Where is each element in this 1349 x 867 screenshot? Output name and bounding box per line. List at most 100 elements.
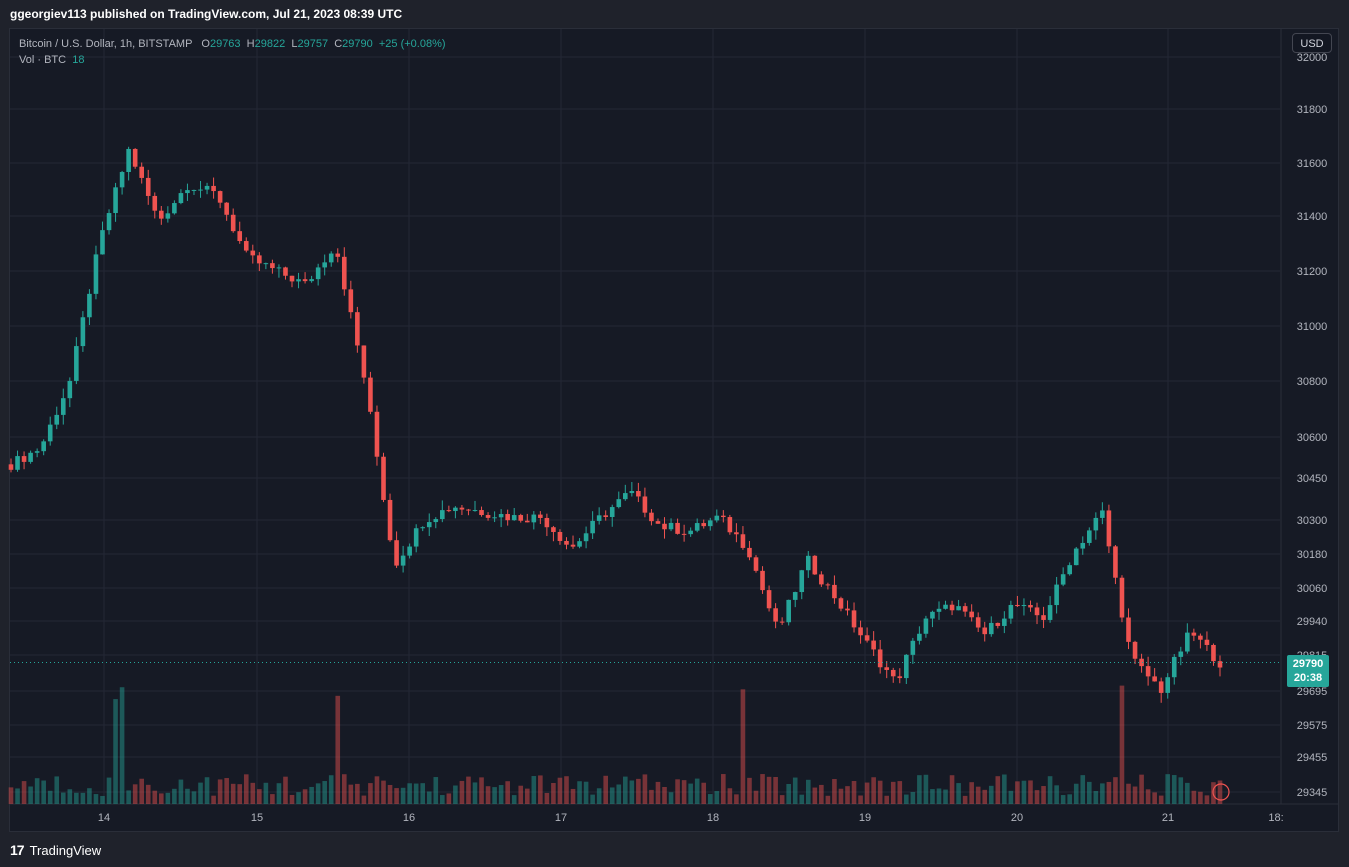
x-tick-label: 19 — [859, 812, 871, 824]
candle-body — [1217, 661, 1223, 668]
candle-body — [747, 547, 752, 558]
chart-frame[interactable] — [9, 28, 1339, 832]
volume-bar — [1113, 777, 1118, 804]
volume-bar — [714, 791, 720, 804]
x-tick-label: 20 — [1011, 812, 1023, 824]
volume-bar — [538, 775, 543, 804]
candle-body — [472, 510, 478, 512]
candle-body — [139, 166, 145, 178]
volume-bar — [694, 778, 700, 804]
candle-body — [87, 293, 92, 318]
candle-body — [263, 263, 269, 265]
candle-body — [440, 510, 445, 520]
volume-bar — [1126, 783, 1131, 804]
candle-body — [727, 517, 733, 533]
volume-bar — [1158, 795, 1164, 804]
volume-bar — [531, 776, 537, 804]
candle-body — [335, 253, 341, 257]
volume-bar — [139, 778, 145, 804]
volume-bar — [191, 791, 197, 804]
volume-bar — [557, 777, 563, 804]
candle-body — [165, 213, 171, 219]
tradingview-brand[interactable]: 17 TradingView — [10, 842, 101, 858]
brand-name: TradingView — [29, 842, 102, 858]
volume-bar — [276, 783, 282, 804]
volume-bar — [8, 787, 14, 804]
candle-body — [1178, 651, 1184, 657]
volume-bar — [747, 777, 752, 804]
candle-body — [877, 649, 883, 668]
volume-bar — [1093, 790, 1099, 804]
top-bar: ggeorgiev113 published on TradingView.co… — [0, 0, 1349, 28]
volume-bar — [962, 795, 968, 804]
volume-bar — [975, 786, 981, 804]
volume-bar — [1067, 794, 1072, 804]
volume-bar — [629, 780, 635, 804]
candle-body — [760, 570, 765, 591]
publisher-line: ggeorgiev113 published on TradingView.co… — [10, 7, 403, 21]
close-value: 29790 — [342, 38, 373, 50]
volume-bar — [877, 780, 883, 804]
candle-body — [185, 190, 190, 194]
volume-bar — [34, 778, 40, 804]
volume-bar — [270, 794, 275, 804]
volume-bar — [603, 775, 608, 804]
x-tick-label: 18: — [1268, 812, 1283, 824]
candle-body — [740, 534, 746, 548]
x-tick-label: 17 — [555, 812, 567, 824]
candle-body — [675, 522, 680, 534]
volume-bar — [54, 776, 60, 804]
candle-body — [80, 317, 86, 347]
candle-body — [707, 520, 713, 527]
volume-bar — [805, 779, 811, 804]
candle-body — [773, 608, 778, 622]
candle-body — [668, 522, 674, 530]
open-label: O — [201, 38, 210, 50]
low-label: L — [291, 38, 298, 50]
volume-bar — [518, 785, 524, 804]
symbol-title[interactable]: Bitcoin / U.S. Dollar, 1h, BITSTAMP — [19, 38, 193, 50]
volume-bar — [845, 786, 850, 804]
volume-value: 18 — [72, 54, 85, 66]
volume-bar — [864, 782, 870, 804]
volume-bar — [224, 778, 229, 804]
currency-button[interactable]: USD — [1292, 33, 1332, 53]
volume-bar — [662, 786, 667, 804]
x-tick-label: 16 — [403, 812, 415, 824]
candle-body — [714, 515, 720, 521]
chart-legend: Bitcoin / U.S. Dollar, 1h, BITSTAMP O 297… — [19, 36, 446, 68]
volume-bar — [1021, 780, 1027, 804]
high-value: 29822 — [254, 38, 286, 50]
candle-body — [544, 517, 550, 528]
candle-body — [93, 254, 99, 294]
candle-body — [413, 528, 419, 547]
candle-body — [805, 555, 811, 571]
volume-label[interactable]: Vol · BTC — [19, 54, 67, 66]
candle-body — [119, 172, 125, 188]
volume-bar — [505, 781, 510, 804]
volume-bar — [296, 792, 301, 804]
candle-body — [1086, 530, 1092, 543]
volume-bar — [479, 777, 484, 804]
volume-bar — [289, 794, 295, 804]
candle-body — [322, 262, 327, 268]
volume-bar — [1008, 790, 1014, 804]
volume-bar — [198, 782, 203, 804]
candle-body — [538, 514, 543, 518]
volume-bar — [309, 786, 314, 804]
candle-body — [315, 267, 321, 280]
candle-body — [1204, 639, 1210, 645]
volume-bar — [1015, 781, 1020, 804]
candle-body — [1093, 517, 1099, 531]
volume-bar — [250, 782, 256, 804]
volume-bar — [740, 689, 746, 804]
candle-body — [890, 669, 896, 677]
candle-body — [694, 523, 700, 531]
candle-body — [485, 515, 491, 518]
volume-bar — [688, 783, 693, 804]
candle-body — [21, 456, 27, 462]
candle-body — [426, 522, 432, 528]
candle-body — [1008, 604, 1014, 619]
volume-bar — [74, 792, 79, 804]
